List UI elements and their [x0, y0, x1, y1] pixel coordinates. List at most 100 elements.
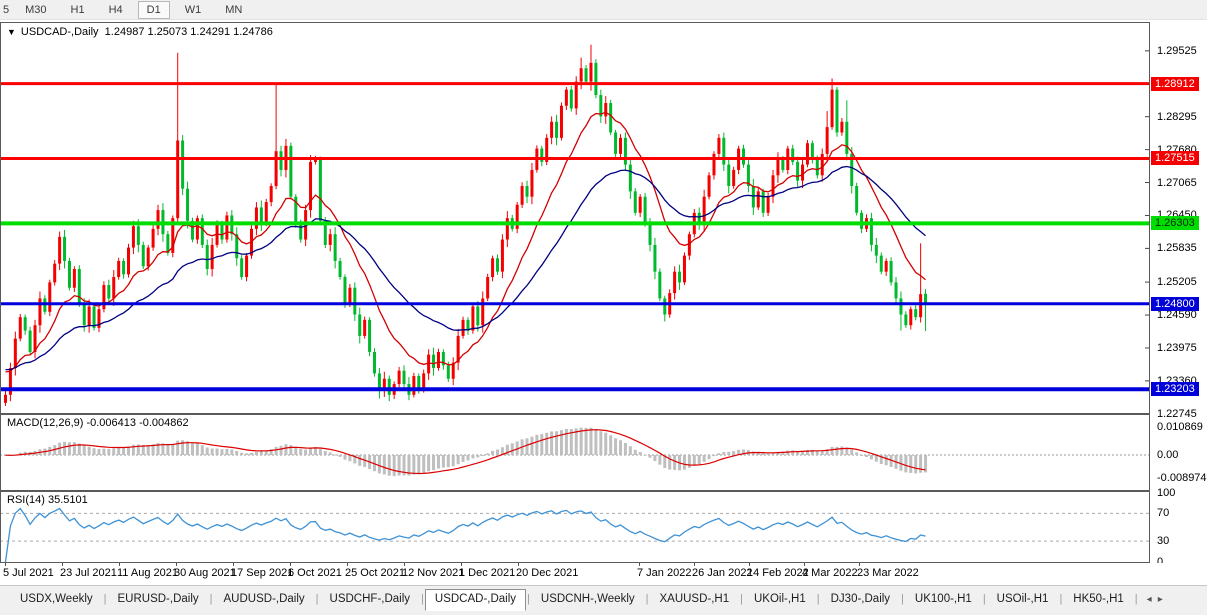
candle-body	[245, 255, 249, 278]
macd-histogram-bar	[476, 455, 480, 458]
candle-body	[702, 196, 706, 224]
macd-histogram-bar	[855, 452, 859, 455]
tab-scroll-right-icon[interactable]: ▸	[1157, 593, 1169, 605]
price-level-badge: 1.23203	[1151, 382, 1199, 397]
candle-body	[92, 306, 96, 328]
main-price-chart[interactable]	[0, 22, 1150, 414]
tab-scroll-left-icon[interactable]: ◂	[1146, 593, 1158, 605]
price-axis[interactable]: 1.295251.282951.276801.270651.264501.258…	[1150, 20, 1207, 585]
candle-body	[550, 121, 554, 138]
candle-body	[318, 159, 322, 221]
candle-body	[771, 175, 775, 197]
date-axis-tick	[694, 563, 695, 566]
candle-body	[678, 271, 682, 283]
date-axis[interactable]: 5 Jul 2021 23 Jul 2021 11 Aug 2021 30 Aug 2…	[0, 563, 1207, 585]
macd-histogram-bar	[697, 455, 701, 465]
timeframe-button-D1[interactable]: D1	[137, 0, 170, 19]
macd-histogram-bar	[190, 442, 194, 455]
candle-body	[687, 234, 691, 256]
candle-body	[574, 81, 578, 109]
tab-separator: |	[982, 593, 986, 605]
macd-histogram-bar	[530, 436, 534, 455]
candle-body	[559, 105, 563, 138]
price-tick-label: 1.25205	[1157, 276, 1197, 289]
chart-tab-dj30-daily[interactable]: DJ30-,Daily	[830, 592, 891, 605]
rsi-panel[interactable]	[0, 491, 1150, 563]
candle-body	[658, 271, 662, 299]
macd-histogram-bar	[87, 446, 91, 455]
macd-histogram-bar	[58, 442, 62, 455]
candle-body	[648, 223, 652, 245]
chart-tab-audusd-daily[interactable]: AUDUSD-,Daily	[223, 592, 305, 605]
candle-body	[156, 210, 160, 229]
candle-body	[919, 294, 923, 318]
candle-body	[776, 159, 780, 176]
date-axis-label: 17 Sep 2021	[231, 567, 294, 579]
chart-tab-ukoil-h1[interactable]: UKOil-,H1	[754, 592, 806, 605]
candle-body	[904, 314, 908, 326]
date-axis-tick	[347, 563, 348, 566]
macd-histogram-bar	[525, 438, 529, 455]
timeframe-button-MN[interactable]: MN	[225, 3, 243, 16]
macd-histogram-bar	[692, 455, 696, 466]
candle-body	[742, 148, 745, 165]
timeframe-button-W1[interactable]: W1	[184, 3, 202, 16]
macd-histogram-bar	[515, 441, 519, 455]
macd-histogram-bar	[756, 451, 760, 455]
chart-tab-hk50-h1[interactable]: HK50-,H1	[1073, 592, 1124, 605]
chart-tab-usdcad-daily[interactable]: USDCAD-,Daily	[424, 589, 527, 611]
candle-body	[166, 234, 170, 253]
timeframe-button-H1[interactable]: H1	[70, 3, 85, 16]
candle-body	[264, 202, 268, 224]
candle-body	[476, 306, 480, 326]
date-axis-tick	[639, 563, 640, 566]
candle-body	[555, 121, 559, 138]
timeframe-button-5[interactable]: 5	[3, 3, 10, 16]
timeframe-button-M30[interactable]: M30	[25, 3, 47, 16]
macd-panel[interactable]	[0, 414, 1150, 491]
macd-histogram-bar	[599, 431, 603, 455]
macd-histogram-bar	[579, 427, 583, 455]
macd-signal-line	[5, 429, 926, 475]
candle-body	[697, 212, 701, 224]
macd-histogram-bar	[830, 446, 834, 455]
chart-tab-eurusd-daily[interactable]: EURUSD-,Daily	[117, 592, 199, 605]
date-axis-label: 1 Dec 2021	[459, 567, 516, 579]
candle-body	[107, 285, 111, 299]
macd-histogram-bar	[259, 451, 263, 455]
chart-tab-usdcnh-weekly[interactable]: USDCNH-,Weekly	[540, 592, 635, 605]
chart-tab-usoil-h1[interactable]: USOil-,H1	[996, 592, 1049, 605]
macd-histogram-bar	[230, 449, 234, 455]
candle-body	[235, 234, 239, 259]
date-axis-tick	[119, 563, 120, 566]
candle-body	[628, 164, 632, 192]
macd-histogram-bar	[284, 444, 288, 455]
candle-body	[186, 188, 190, 221]
candle-body	[28, 330, 32, 352]
macd-histogram-bar	[402, 455, 406, 476]
macd-histogram-bar	[594, 429, 598, 455]
chart-tab-uk100-h1[interactable]: UK100-,H1	[914, 592, 972, 605]
macd-histogram-bar	[309, 448, 313, 455]
rsi-panel-border	[0, 491, 1150, 563]
chart-tab-usdx-weekly[interactable]: USDX,Weekly	[20, 592, 93, 605]
macd-histogram-bar	[279, 445, 283, 455]
candle-body	[643, 196, 647, 224]
chart-tab-usdchf-daily[interactable]: USDCHF-,Daily	[329, 592, 411, 605]
candle-body	[855, 186, 859, 213]
macd-histogram-bar	[796, 450, 800, 455]
date-axis-tick	[233, 563, 234, 566]
chart-tab-xauusd-h1[interactable]: XAUUSD-,H1	[659, 592, 730, 605]
macd-histogram-bar	[299, 448, 303, 455]
candle-body	[732, 169, 736, 187]
timeframe-button-H4[interactable]: H4	[108, 3, 123, 16]
candle-body	[136, 226, 140, 245]
candle-body	[781, 159, 785, 170]
macd-histogram-bar	[220, 449, 224, 455]
candle-body	[860, 212, 864, 229]
macd-histogram-bar	[638, 451, 642, 455]
candle-body	[756, 191, 760, 208]
collapse-indicators-icon[interactable]: ▼	[7, 27, 16, 37]
macd-histogram-bar	[628, 446, 632, 455]
macd-histogram-bar	[200, 445, 204, 455]
